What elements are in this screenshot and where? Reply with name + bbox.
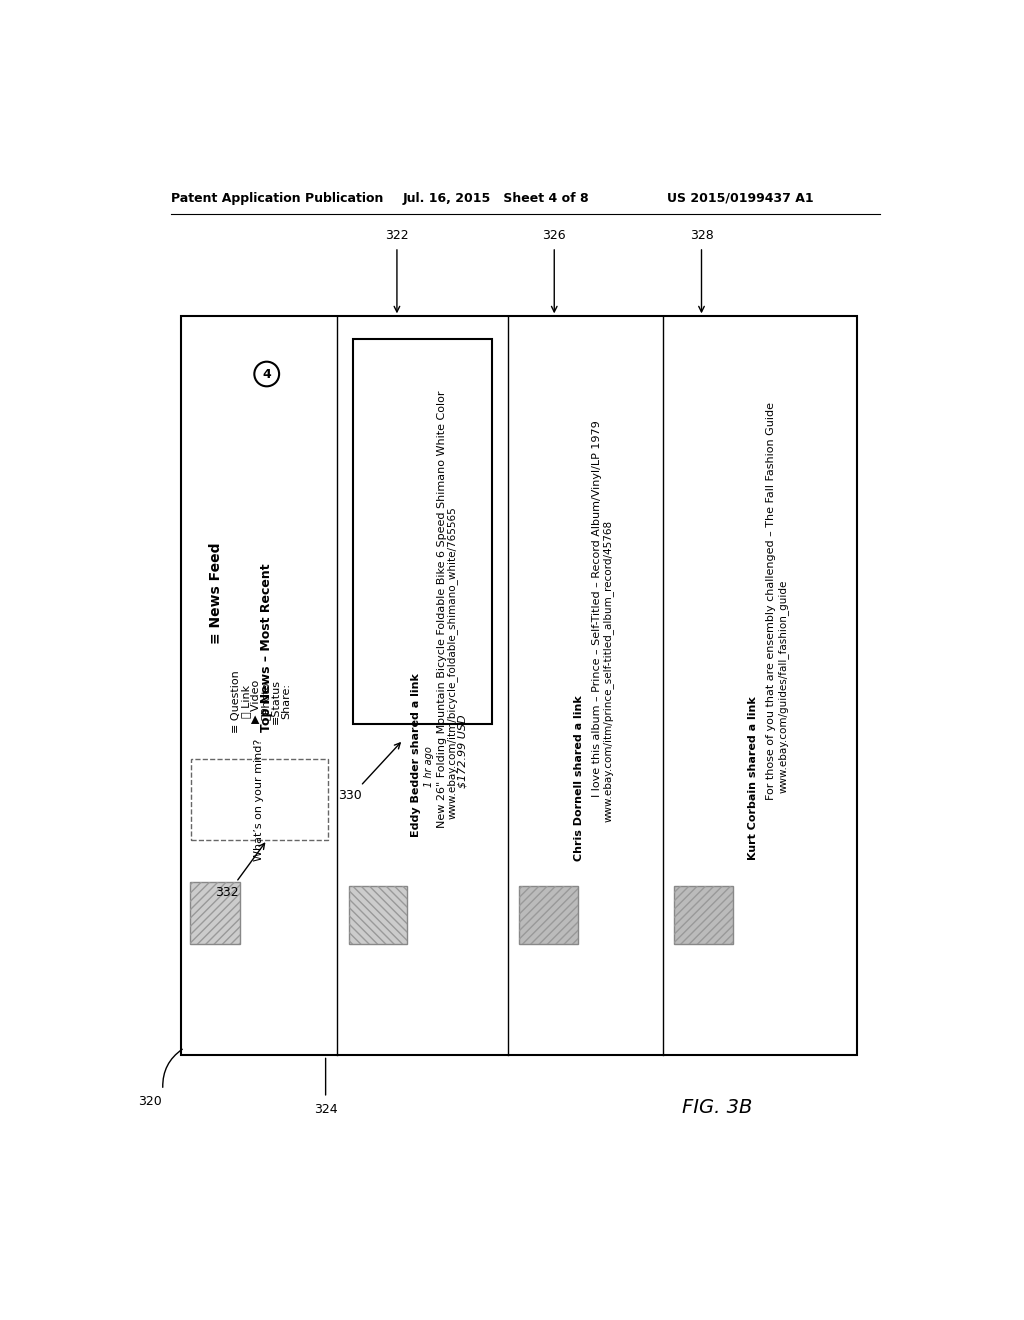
Text: 1 hr ago: 1 hr ago bbox=[424, 746, 434, 787]
Text: Chris Dornell shared a link: Chris Dornell shared a link bbox=[574, 696, 584, 861]
Text: $172.99 USD: $172.99 USD bbox=[458, 714, 468, 788]
Text: 📷Photo: 📷Photo bbox=[261, 682, 271, 721]
Bar bbox=[675, 886, 732, 944]
Text: ≡ News Feed: ≡ News Feed bbox=[209, 543, 223, 644]
Text: ▶︎ Video: ▶︎ Video bbox=[251, 680, 261, 723]
Text: 4: 4 bbox=[262, 367, 271, 380]
Text: 🔗 Link: 🔗 Link bbox=[241, 685, 251, 718]
Bar bbox=[190, 759, 328, 840]
Text: Share:: Share: bbox=[282, 684, 291, 719]
Text: New 26" Folding Mountain Bicycle Foldable Bike 6 Speed Shimano White Color: New 26" Folding Mountain Bicycle Foldabl… bbox=[437, 391, 446, 828]
Text: What’s on your mind?: What’s on your mind? bbox=[254, 738, 264, 861]
Text: Eddy Bedder shared a link: Eddy Bedder shared a link bbox=[412, 673, 421, 837]
Text: ≡ Question: ≡ Question bbox=[230, 669, 241, 733]
Text: 320: 320 bbox=[138, 1096, 162, 1109]
Text: Kurt Corbain shared a link: Kurt Corbain shared a link bbox=[749, 697, 759, 861]
Text: 328: 328 bbox=[689, 228, 714, 242]
Bar bbox=[190, 882, 241, 944]
Bar bbox=[180, 317, 856, 1056]
Bar bbox=[190, 882, 241, 944]
Text: 326: 326 bbox=[543, 228, 566, 242]
Text: Jul. 16, 2015   Sheet 4 of 8: Jul. 16, 2015 Sheet 4 of 8 bbox=[403, 191, 590, 205]
Text: Top News – Most Recent: Top News – Most Recent bbox=[260, 564, 273, 731]
Text: 322: 322 bbox=[385, 228, 409, 242]
Text: Patent Application Publication: Patent Application Publication bbox=[171, 191, 383, 205]
Text: www.ebay.com/itm/prince_self-titled_album_record/45768: www.ebay.com/itm/prince_self-titled_albu… bbox=[603, 519, 614, 821]
Text: US 2015/0199437 A1: US 2015/0199437 A1 bbox=[667, 191, 813, 205]
Bar bbox=[349, 886, 407, 944]
Text: ≡Status: ≡Status bbox=[271, 678, 281, 723]
Text: 332: 332 bbox=[215, 886, 239, 899]
Text: 330: 330 bbox=[339, 788, 362, 801]
Text: www.ebay.com/guides/fall_fashion_guide: www.ebay.com/guides/fall_fashion_guide bbox=[777, 579, 788, 792]
Bar bbox=[349, 886, 407, 944]
Text: FIG. 3B: FIG. 3B bbox=[682, 1097, 753, 1117]
Text: I love this album – Prince – Self-Titled – Record Album/Vinyl/LP 1979: I love this album – Prince – Self-Titled… bbox=[592, 421, 602, 797]
Text: www.ebay.com/itm/bicycle_foldable_shimano_white/765565: www.ebay.com/itm/bicycle_foldable_shiman… bbox=[446, 507, 458, 820]
Bar bbox=[519, 886, 578, 944]
Bar bbox=[519, 886, 578, 944]
Text: 324: 324 bbox=[313, 1102, 338, 1115]
Bar bbox=[352, 339, 493, 725]
Text: For those of you that are ensembly challenged – The Fall Fashion Guide: For those of you that are ensembly chall… bbox=[766, 403, 776, 800]
Bar bbox=[675, 886, 732, 944]
